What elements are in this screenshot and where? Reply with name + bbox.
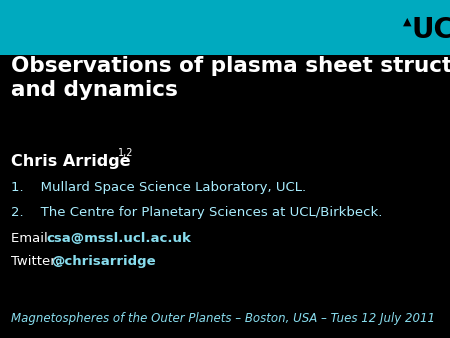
Text: Twitter:: Twitter: bbox=[11, 255, 64, 268]
Text: csa@mssl.ucl.ac.uk: csa@mssl.ucl.ac.uk bbox=[46, 232, 191, 244]
Text: 1.    Mullard Space Science Laboratory, UCL.: 1. Mullard Space Science Laboratory, UCL… bbox=[11, 181, 306, 194]
Text: Chris Arridge: Chris Arridge bbox=[11, 154, 131, 169]
Text: 1,2: 1,2 bbox=[118, 148, 134, 158]
Text: @chrisarridge: @chrisarridge bbox=[51, 255, 156, 268]
Bar bbox=[0, 0, 450, 55]
Text: Email:: Email: bbox=[11, 232, 57, 244]
Text: UCL: UCL bbox=[412, 17, 450, 44]
Text: 2.    The Centre for Planetary Sciences at UCL/Birkbeck.: 2. The Centre for Planetary Sciences at … bbox=[11, 206, 382, 219]
Text: Observations of plasma sheet structure
and dynamics: Observations of plasma sheet structure a… bbox=[11, 56, 450, 100]
Text: ▲: ▲ bbox=[403, 16, 411, 26]
Text: Magnetospheres of the Outer Planets – Boston, USA – Tues 12 July 2011: Magnetospheres of the Outer Planets – Bo… bbox=[11, 312, 435, 325]
